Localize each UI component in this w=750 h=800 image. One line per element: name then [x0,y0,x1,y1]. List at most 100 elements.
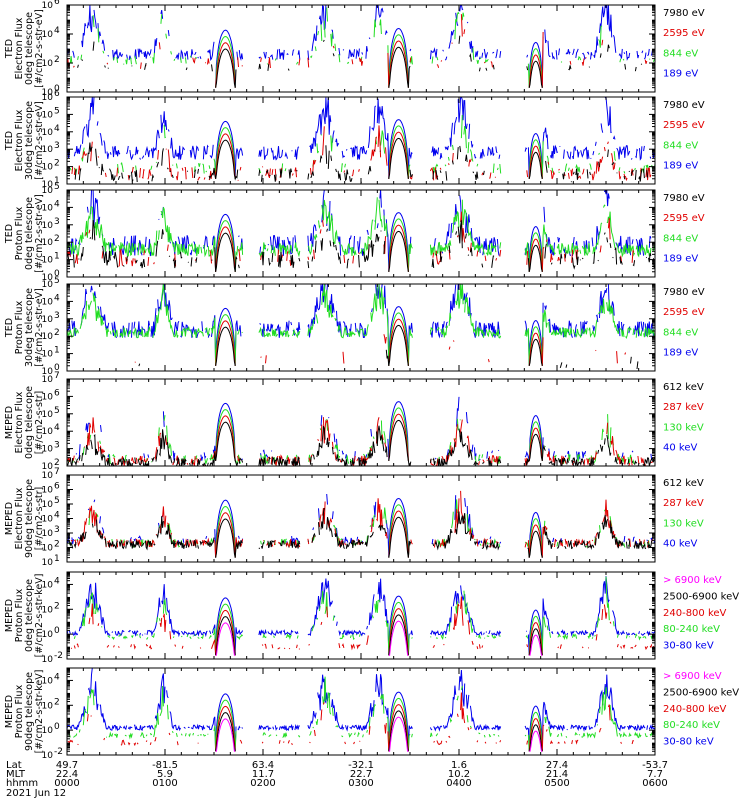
y-tick-exponent: -2 [54,651,63,661]
panel-title-line: 30deg telescope [24,288,35,367]
legend-entry: 7980 eV [663,193,705,204]
y-tick-label: 10 [42,280,54,290]
y-tick-label: 10 [42,486,54,496]
y-tick-exponent: 5 [54,182,60,192]
panel-title-line: TED [4,39,15,59]
y-tick-exponent: 3 [54,311,60,321]
panel-title: TED Proton Flux 0deg telescope [#/cm2-s-str… [4,194,45,273]
y-tick-exponent: 7 [54,371,60,381]
panel-title-line: Proton Flux [14,588,25,642]
y-tick-exponent: 2 [54,540,60,550]
x-tick-label: 0500 [544,778,569,789]
y-tick-label: 10 [42,544,54,554]
y-tick-exponent: 1 [54,346,60,356]
legend-entry: 7980 eV [663,100,705,111]
y-tick-label: 10 [42,297,54,307]
plot-frame [66,378,656,467]
series-group [68,491,655,558]
y-tick-exponent: 1 [54,176,60,186]
legend-entry: 7980 eV [663,8,705,19]
y-tick-exponent: 5 [54,276,60,286]
y-tick-label: 10 [42,471,54,481]
legend-entry: > 6900 keV [663,671,722,682]
x-tick-label: -32.1 [348,760,374,771]
y-tick-exponent: 4 [54,26,60,36]
series-trace-4 [70,190,656,272]
panel-title-line: MEPED [4,502,15,535]
series-trace-3 [67,284,655,366]
plot-frame [66,571,656,660]
panel-title-line: [#/cm2-s-str-eV] [34,9,45,88]
legend-entry: 287 keV [663,402,704,413]
series-trace-2 [67,413,655,466]
panel-title-line: MEPED [4,695,15,728]
panel-title: TED Electron Flux 0deg telescope [#/cm2-s-s… [4,9,45,88]
y-tick-label: 10 [42,445,54,455]
legend-entry: 844 eV [663,48,698,59]
series-trace-3 [69,499,655,557]
y-tick-exponent: 4 [54,511,60,521]
y-tick-label: 10 [42,145,54,155]
y-tick-label: 10 [42,88,54,98]
panel-title-line: [#/cm2-s-str-eV] [34,288,45,367]
legend-entry: 40 keV [663,443,697,454]
panel-title-line: Proton Flux [14,300,25,354]
y-tick-exponent: 1 [54,252,60,262]
y-tick-label: 10 [42,726,54,736]
legend-entry: 2595 eV [663,120,705,131]
y-tick-label: 10 [42,462,54,472]
legend-entry: 130 keV [663,518,704,529]
y-tick-exponent: 4 [54,576,60,586]
y-tick-exponent: 2 [54,55,60,65]
legend-entry: 40 keV [663,539,697,550]
series-trace-2 [215,710,543,752]
legend-entry: 2595 eV [663,28,705,39]
series-trace-4 [67,493,655,558]
x-tick-label: 0300 [348,778,373,789]
series-trace-5 [67,576,655,656]
panel-title-line: MEPED [4,406,15,439]
legend-entry: 612 keV [663,478,704,489]
y-tick-label: 10 [42,203,54,213]
y-tick-label: 10 [42,676,54,686]
x-tick-label: 22.4 [56,769,78,780]
series-group [67,397,655,466]
series-group [67,190,655,272]
y-tick-exponent: 0 [54,363,60,373]
y-tick-exponent: 2 [54,458,60,468]
x-tick-label: -81.5 [152,760,178,771]
series-trace-1 [67,419,655,466]
y-tick-label: 10 [42,630,54,640]
series-group [67,284,655,369]
y-tick-label: 10 [42,30,54,40]
series-group [67,576,655,655]
legend-entry: 189 eV [663,348,698,359]
series-group [67,5,655,88]
y-tick-exponent: 3 [54,441,60,451]
y-tick-exponent: 4 [54,672,60,682]
series-trace-3 [67,197,655,272]
series-trace-4 [67,284,655,366]
y-tick-exponent: 4 [54,293,60,303]
y-tick-label: 10 [42,375,54,385]
y-tick-exponent: 5 [54,106,60,116]
y-tick-exponent: 2 [54,328,60,338]
y-tick-exponent: 5 [54,406,60,416]
series-trace-4 [76,397,654,461]
y-tick-exponent: 0 [54,269,60,279]
x-tick-label: 5.9 [157,769,173,780]
panel-title-line: 0deg telescope [24,12,35,85]
plot-frame [66,4,656,93]
x-tick-label: 10.2 [448,769,470,780]
series-trace-2 [215,614,543,656]
series-group [67,97,655,182]
panel-title-line: TED [4,318,15,338]
legend-entry: 287 keV [663,498,704,509]
y-tick-label: 10 [42,529,54,539]
x-row-label: 2021 Jun 12 [6,788,66,799]
